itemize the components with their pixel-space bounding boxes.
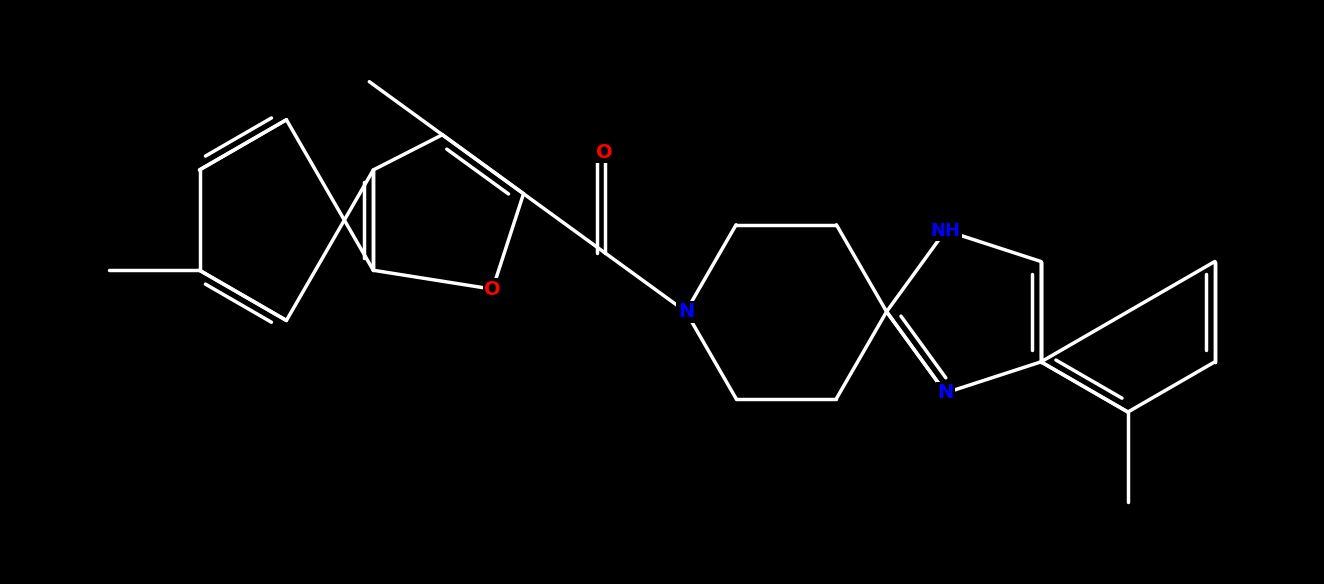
Text: N: N	[937, 383, 953, 402]
Text: O: O	[596, 143, 613, 162]
Text: N: N	[678, 302, 694, 321]
Text: O: O	[485, 280, 500, 298]
Text: NH: NH	[931, 221, 961, 239]
